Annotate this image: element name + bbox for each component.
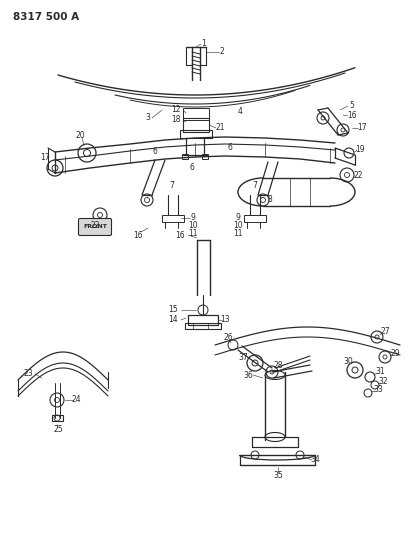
Text: 22: 22 bbox=[353, 171, 363, 180]
Text: 12: 12 bbox=[171, 106, 181, 115]
Bar bbox=[188, 315, 218, 325]
FancyBboxPatch shape bbox=[78, 219, 111, 236]
Text: 37: 37 bbox=[238, 352, 248, 361]
Text: 35: 35 bbox=[273, 472, 283, 481]
Text: 23: 23 bbox=[23, 368, 33, 377]
Text: 34: 34 bbox=[310, 456, 320, 464]
Bar bbox=[52, 415, 63, 421]
Text: 6: 6 bbox=[153, 148, 157, 157]
Text: 8317 500 A: 8317 500 A bbox=[13, 12, 79, 22]
Text: 2: 2 bbox=[220, 47, 224, 56]
Text: 16: 16 bbox=[133, 230, 143, 239]
Bar bbox=[244, 215, 266, 222]
Bar bbox=[162, 215, 184, 222]
Text: 11: 11 bbox=[233, 229, 243, 238]
Text: 16: 16 bbox=[175, 230, 185, 239]
Bar bbox=[202, 154, 208, 159]
Text: 7: 7 bbox=[253, 181, 257, 190]
Bar bbox=[182, 154, 188, 159]
Text: 9: 9 bbox=[191, 214, 195, 222]
Bar bbox=[185, 323, 221, 329]
Text: 33: 33 bbox=[373, 385, 383, 394]
Text: 28: 28 bbox=[273, 360, 283, 369]
Text: 17: 17 bbox=[357, 124, 367, 133]
Text: 31: 31 bbox=[375, 367, 385, 376]
Bar bbox=[183, 118, 209, 132]
Text: 10: 10 bbox=[233, 222, 243, 230]
Text: 19: 19 bbox=[355, 146, 365, 155]
Text: 14: 14 bbox=[169, 316, 178, 325]
Bar bbox=[180, 130, 212, 138]
Text: 25: 25 bbox=[53, 425, 63, 434]
Text: 6: 6 bbox=[190, 164, 195, 173]
Text: 24: 24 bbox=[71, 395, 81, 405]
Text: 9: 9 bbox=[235, 214, 240, 222]
Text: 17: 17 bbox=[40, 154, 50, 163]
Text: 5: 5 bbox=[350, 101, 355, 109]
Text: 18: 18 bbox=[171, 116, 181, 125]
Text: 13: 13 bbox=[220, 316, 230, 325]
Text: 11: 11 bbox=[188, 229, 198, 238]
Text: 6: 6 bbox=[228, 143, 233, 152]
Text: 21: 21 bbox=[215, 124, 225, 133]
Text: 20: 20 bbox=[75, 131, 85, 140]
Text: 32: 32 bbox=[378, 377, 388, 386]
Text: 7: 7 bbox=[170, 181, 175, 190]
Text: 4: 4 bbox=[237, 108, 242, 117]
Text: 30: 30 bbox=[343, 358, 353, 367]
Text: 15: 15 bbox=[169, 305, 178, 314]
Text: 3: 3 bbox=[146, 114, 151, 123]
Bar bbox=[183, 108, 209, 120]
Text: 1: 1 bbox=[202, 39, 206, 49]
Text: 16: 16 bbox=[347, 110, 357, 119]
Text: 36: 36 bbox=[243, 370, 253, 379]
Text: FRONT: FRONT bbox=[83, 224, 107, 230]
Text: 10: 10 bbox=[188, 222, 198, 230]
Text: 22: 22 bbox=[90, 221, 100, 230]
Text: 27: 27 bbox=[380, 327, 390, 336]
Text: 29: 29 bbox=[390, 349, 400, 358]
Text: 26: 26 bbox=[223, 334, 233, 343]
Text: 8: 8 bbox=[268, 196, 273, 205]
